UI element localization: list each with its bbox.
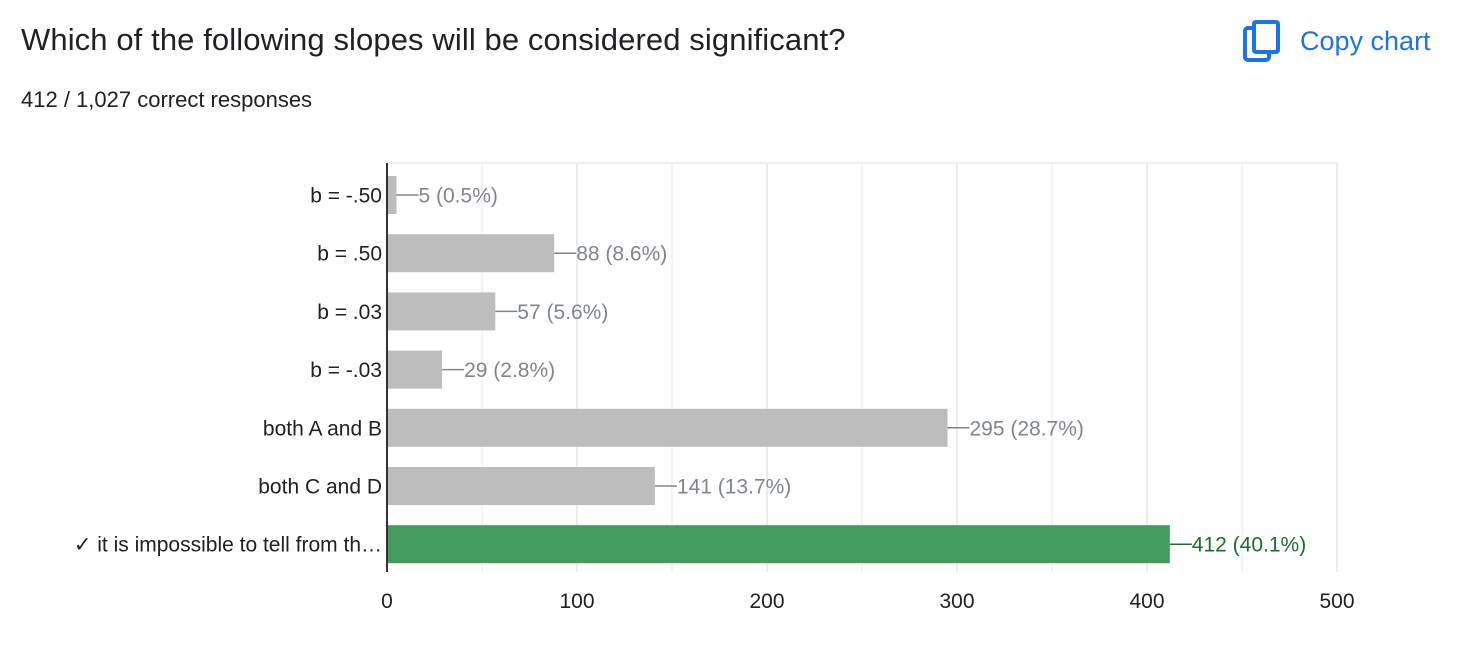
category-label: both C and D bbox=[258, 476, 382, 499]
bar[interactable] bbox=[387, 408, 948, 447]
category-label: b = .50 bbox=[317, 243, 382, 266]
x-tick-label: 200 bbox=[749, 590, 784, 613]
data-label: 88 (8.6%) bbox=[576, 243, 667, 266]
x-tick-label: 500 bbox=[1319, 590, 1354, 613]
category-label: b = -.50 bbox=[310, 185, 382, 208]
bar[interactable] bbox=[387, 350, 443, 389]
category-label: both A and B bbox=[263, 417, 382, 440]
correct-responses-count: 412 / 1,027 correct responses bbox=[21, 87, 313, 112]
bar[interactable] bbox=[387, 467, 655, 505]
category-label: b = -.03 bbox=[310, 359, 382, 382]
category-label: ✓ it is impossible to tell from th… bbox=[74, 534, 382, 557]
copy-chart-label: Copy chart bbox=[1300, 25, 1431, 56]
x-tick-label: 300 bbox=[939, 590, 974, 613]
data-label: 57 (5.6%) bbox=[517, 301, 608, 324]
x-tick-label: 100 bbox=[559, 590, 594, 613]
copy-icon bbox=[1243, 20, 1280, 62]
data-label: 5 (0.5%) bbox=[419, 185, 498, 208]
x-tick-label: 0 bbox=[381, 590, 393, 613]
bar[interactable] bbox=[387, 234, 555, 273]
data-label: 29 (2.8%) bbox=[464, 359, 555, 382]
data-label: 295 (28.7%) bbox=[970, 417, 1084, 440]
data-label: 141 (13.7%) bbox=[677, 476, 791, 499]
chart-title: Which of the following slopes will be co… bbox=[21, 22, 846, 57]
data-label: 412 (40.1%) bbox=[1192, 534, 1306, 557]
category-label: b = .03 bbox=[317, 301, 382, 324]
bar[interactable] bbox=[387, 292, 496, 331]
copy-chart-button[interactable]: Copy chart bbox=[1238, 18, 1460, 64]
bar[interactable] bbox=[387, 525, 1170, 564]
x-tick-label: 400 bbox=[1129, 590, 1164, 613]
bar[interactable] bbox=[387, 176, 397, 214]
